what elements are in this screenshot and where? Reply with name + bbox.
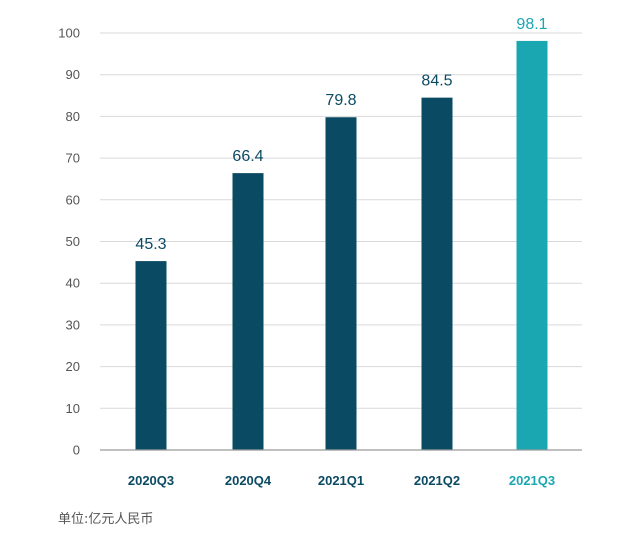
- category-label: 2021Q3: [509, 473, 555, 488]
- y-tick-label: 100: [58, 26, 80, 41]
- y-tick-label: 70: [66, 151, 80, 166]
- y-tick-label: 90: [66, 67, 80, 82]
- y-tick-label: 10: [66, 401, 80, 416]
- y-tick-label: 30: [66, 317, 80, 332]
- category-label: 2020Q3: [128, 473, 174, 488]
- y-tick-label: 60: [66, 192, 80, 207]
- value-label: 45.3: [135, 236, 166, 253]
- value-label: 98.1: [516, 16, 547, 33]
- unit-footnote: 单位:亿元人民币: [58, 512, 154, 527]
- bar-2020Q3: [135, 261, 167, 450]
- y-axis-ticks: 0 10 20 30 40 50 60 70 80 90 100: [58, 26, 80, 458]
- bar-2021Q1: [325, 117, 357, 450]
- y-tick-label: 50: [66, 234, 80, 249]
- value-label: 84.5: [421, 73, 452, 90]
- category-label: 2021Q2: [414, 473, 460, 488]
- bar-2021Q2: [421, 97, 453, 450]
- x-axis-categories: 2020Q3 2020Q4 2021Q1 2021Q2 2021Q3: [128, 473, 555, 488]
- value-label: 66.4: [232, 148, 263, 165]
- category-label: 2021Q1: [318, 473, 364, 488]
- y-tick-label: 0: [73, 443, 80, 458]
- bar-2020Q4: [232, 173, 264, 450]
- y-tick-label: 20: [66, 359, 80, 374]
- category-label: 2020Q4: [225, 473, 272, 488]
- value-labels: 45.3 66.4 79.8 84.5 98.1: [135, 16, 547, 253]
- y-tick-label: 40: [66, 276, 80, 291]
- bar-2021Q3: [516, 40, 548, 450]
- bars: [135, 40, 548, 450]
- value-label: 79.8: [325, 92, 356, 109]
- y-tick-label: 80: [66, 109, 80, 124]
